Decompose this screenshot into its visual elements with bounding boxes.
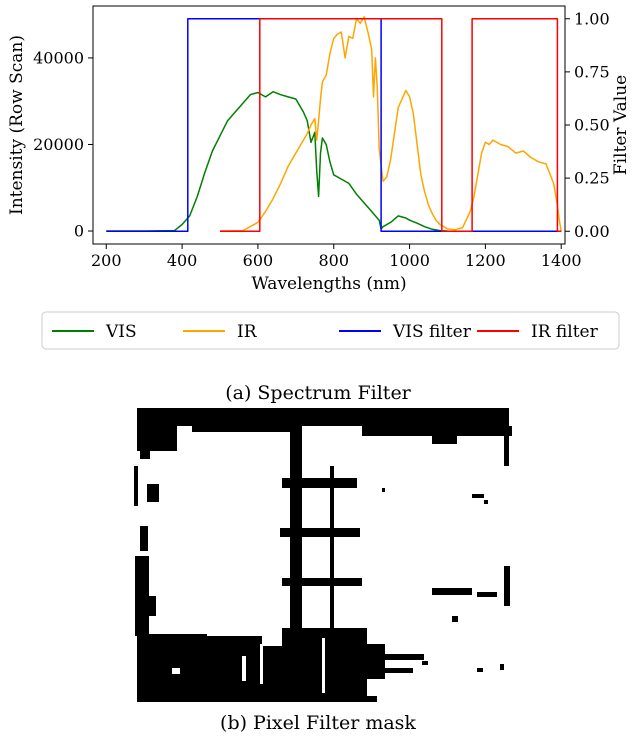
series-line-vis: [106, 90, 448, 232]
legend-label: VIS: [105, 322, 137, 342]
y2-tick-label: 0.25: [574, 169, 610, 188]
legend-box: [41, 311, 620, 350]
series-line-vis-filter: [106, 18, 562, 233]
y-tick-label: 20000: [33, 135, 84, 154]
legend-label: IR filter: [531, 322, 599, 342]
y2-tick-label: 0.00: [574, 222, 610, 241]
caption-pixel-filter-mask: (b) Pixel Filter mask: [220, 712, 416, 734]
x-tick-label: 1400: [541, 251, 582, 270]
y-tick-label: 0: [74, 222, 84, 241]
y-axis-label: Intensity (Row Scan): [7, 35, 27, 215]
y2-tick-label: 1.00: [574, 9, 610, 28]
y2-axis-ticks: 0.00 0.25 0.50 0.75 1.00: [565, 9, 610, 241]
series-line-ir: [219, 16, 562, 232]
series-line-ir-filter: [220, 18, 562, 233]
y2-tick-label: 0.75: [574, 62, 610, 81]
x-tick-label: 200: [91, 251, 122, 270]
x-axis-ticks: 200 400 600 800 1000 1200 1400: [91, 244, 582, 270]
caption-spectrum-filter: (a) Spectrum Filter: [225, 382, 411, 404]
legend-label: VIS filter: [392, 322, 472, 342]
x-axis-label: Wavelengths (nm): [251, 274, 406, 294]
spectrum-chart: 200 400 600 800 1000 1200 1400 0 20000 40000 0.0…: [7, 5, 631, 350]
plot-frame: [92, 5, 566, 245]
y2-axis-label: Filter Value: [611, 75, 631, 175]
x-tick-label: 800: [318, 251, 349, 270]
y-tick-label: 40000: [33, 48, 84, 67]
legend-label: IR: [237, 322, 258, 342]
legend: VIS IR VIS filter IR filter: [41, 311, 620, 350]
pixel-filter-mask-image: [132, 406, 513, 706]
series-lines: [106, 16, 562, 233]
x-tick-label: 1200: [465, 251, 506, 270]
y2-tick-label: 0.50: [574, 116, 610, 135]
x-tick-label: 600: [243, 251, 274, 270]
x-tick-label: 400: [167, 251, 198, 270]
x-tick-label: 1000: [389, 251, 430, 270]
y-axis-ticks: 0 20000 40000: [33, 48, 93, 241]
